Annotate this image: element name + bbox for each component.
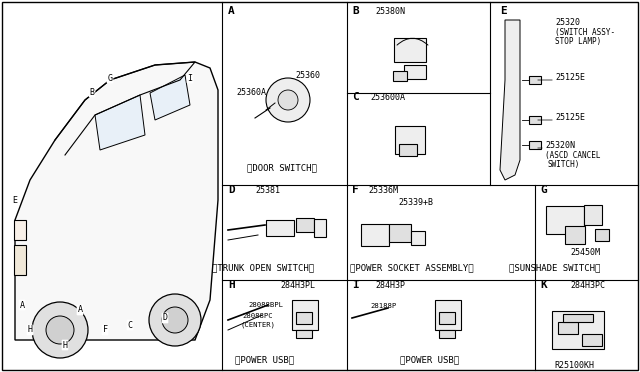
Bar: [439, 312, 455, 324]
Text: E: E: [500, 6, 507, 16]
Text: SWITCH): SWITCH): [548, 160, 580, 169]
Text: STOP LAMP): STOP LAMP): [555, 37, 601, 46]
Text: 25125E: 25125E: [555, 73, 585, 82]
Text: I: I: [352, 280, 359, 290]
Bar: [584, 205, 602, 225]
Text: 〈SUNSHADE SWITCH〉: 〈SUNSHADE SWITCH〉: [509, 263, 601, 272]
Bar: [546, 206, 584, 234]
Text: H: H: [63, 340, 67, 350]
Polygon shape: [15, 62, 218, 340]
Text: D: D: [163, 314, 168, 323]
Text: 〈POWER USB〉: 〈POWER USB〉: [236, 355, 294, 364]
Bar: [558, 322, 578, 334]
Bar: [529, 116, 541, 124]
Text: 25320: 25320: [555, 18, 580, 27]
Text: I: I: [188, 74, 193, 83]
Text: C: C: [127, 321, 132, 330]
Bar: [404, 65, 426, 79]
Bar: [314, 219, 326, 237]
Circle shape: [162, 307, 188, 333]
Text: H: H: [28, 326, 33, 334]
Text: 25336M: 25336M: [368, 186, 398, 195]
Circle shape: [266, 78, 310, 122]
Circle shape: [149, 294, 201, 346]
Text: C: C: [352, 92, 359, 102]
Text: (ASCD CANCEL: (ASCD CANCEL: [545, 151, 600, 160]
Text: 284H3PC: 284H3PC: [570, 281, 605, 290]
Text: F: F: [352, 185, 359, 195]
Bar: [14, 220, 26, 240]
Text: G: G: [108, 74, 113, 83]
Bar: [266, 220, 294, 236]
Text: R25100KH: R25100KH: [554, 361, 594, 370]
Bar: [563, 314, 593, 322]
Text: B: B: [90, 87, 95, 96]
Bar: [393, 71, 407, 81]
Text: (CENTER): (CENTER): [240, 322, 275, 328]
Text: (SWITCH ASSY-: (SWITCH ASSY-: [555, 28, 615, 37]
Text: 284H3PL: 284H3PL: [280, 281, 315, 290]
Bar: [389, 224, 411, 242]
Bar: [439, 330, 455, 338]
Bar: [529, 76, 541, 84]
Text: 25320N: 25320N: [545, 141, 575, 150]
Polygon shape: [95, 95, 145, 150]
Text: 28188P: 28188P: [370, 303, 396, 309]
Bar: [435, 300, 461, 330]
Bar: [395, 126, 425, 154]
Bar: [411, 231, 425, 245]
Text: 〈POWER USB〉: 〈POWER USB〉: [401, 355, 460, 364]
Bar: [292, 300, 318, 330]
Bar: [595, 229, 609, 241]
Bar: [361, 224, 389, 246]
Bar: [394, 38, 426, 62]
Text: 253600A: 253600A: [370, 93, 405, 102]
Text: 〈POWER SOCKET ASSEMBLY〉: 〈POWER SOCKET ASSEMBLY〉: [350, 263, 474, 272]
Circle shape: [46, 316, 74, 344]
Text: A: A: [77, 305, 83, 314]
Bar: [399, 144, 417, 156]
Text: 28088BPL: 28088BPL: [248, 302, 283, 308]
Text: 25360A: 25360A: [236, 88, 266, 97]
Polygon shape: [150, 75, 190, 120]
Text: 25360: 25360: [295, 71, 320, 80]
Text: 25381: 25381: [255, 186, 280, 195]
Bar: [296, 218, 314, 232]
Bar: [582, 334, 602, 346]
Text: A: A: [19, 301, 24, 310]
Text: 284H3P: 284H3P: [375, 281, 405, 290]
Circle shape: [32, 302, 88, 358]
Polygon shape: [500, 20, 520, 180]
Bar: [552, 311, 604, 349]
Text: D: D: [228, 185, 235, 195]
Text: 25380N: 25380N: [375, 7, 405, 16]
Text: A: A: [228, 6, 235, 16]
Text: 〈TRUNK OPEN SWITCH〉: 〈TRUNK OPEN SWITCH〉: [212, 263, 314, 272]
Bar: [565, 226, 585, 244]
Text: G: G: [540, 185, 547, 195]
Text: 25450M: 25450M: [570, 248, 600, 257]
Text: 〈DOOR SWITCH〉: 〈DOOR SWITCH〉: [247, 163, 317, 172]
Circle shape: [278, 90, 298, 110]
Text: H: H: [228, 280, 235, 290]
Text: 25125E: 25125E: [555, 113, 585, 122]
Text: F: F: [102, 326, 108, 334]
Text: 25339+B: 25339+B: [398, 198, 433, 207]
Text: E: E: [13, 196, 17, 205]
Text: 28088PC: 28088PC: [242, 313, 273, 319]
Text: K: K: [540, 280, 547, 290]
Text: B: B: [352, 6, 359, 16]
Bar: [14, 245, 26, 275]
Bar: [529, 141, 541, 149]
Bar: [296, 330, 312, 338]
Bar: [296, 312, 312, 324]
